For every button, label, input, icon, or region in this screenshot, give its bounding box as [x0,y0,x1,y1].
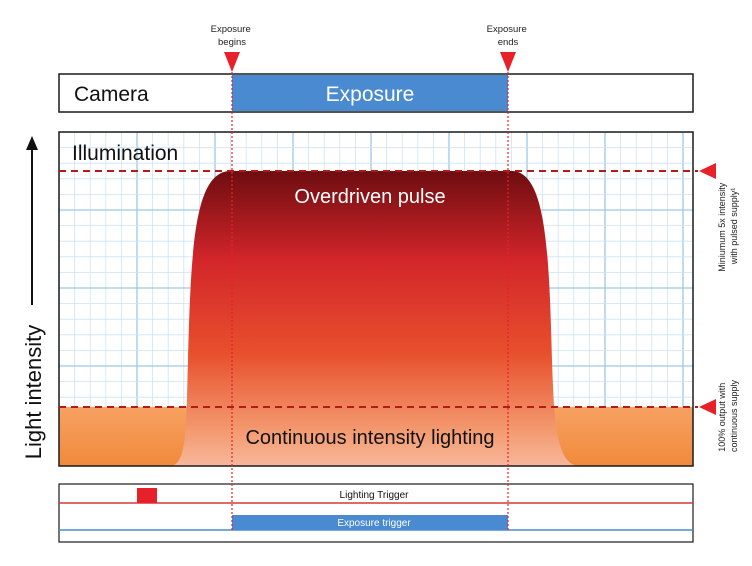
pulsed-intensity-arrow [699,163,716,179]
y-axis-label: Light intensity [21,325,46,460]
exposure-begins-line: Exposure [211,24,251,35]
illumination-panel: Illumination Overdriven pulse Continuous… [58,131,694,467]
camera-label: Camera [74,83,149,106]
exposure-trigger-pulse [232,515,508,530]
continuous-output-note-line: 100% output with [717,383,727,452]
overdriven-pulse-label: Overdriven pulse [294,186,445,208]
continuous-lighting-label: Continuous intensity lighting [245,427,494,449]
exposure-begins-label: Exposure begins [211,24,254,48]
illumination-label: Illumination [72,142,178,165]
pulsed-intensity-note-line: Miniumum 5x intensity [717,182,727,272]
pulsed-intensity-note-line: with pulsed supply¹ [729,188,739,266]
pulsed-intensity-note: Miniumum 5x intensity with pulsed supply… [717,180,739,272]
illumination-frame [58,131,694,467]
trigger-row-frame [58,483,694,543]
continuous-output-note: 100% output with continuous supply [717,379,739,452]
overdriven-pulse-shape [170,171,580,466]
exposure-begins-marker: Exposure begins [211,24,254,72]
exposure-ends-label: Exposure ends [487,24,530,48]
exposure-ends-line: Exposure [487,24,527,35]
y-axis-arrow-head [26,136,38,150]
exposure-trigger-label: Exposure trigger [337,518,411,529]
camera-row: Camera Exposure [58,73,694,113]
trigger-row: Lighting Trigger Exposure trigger [58,483,694,543]
exposure-ends-line: ends [498,37,519,48]
exposure-ends-arrow [500,52,516,72]
lighting-trigger-pulse [137,488,157,503]
lighting-trigger-label: Lighting Trigger [340,490,410,501]
continuous-output-note-line: continuous supply [729,379,739,452]
exposure-begins-line: begins [218,37,246,48]
exposure-label: Exposure [326,83,415,106]
continuous-output-arrow [699,399,716,415]
exposure-bar [232,75,508,111]
exposure-begins-arrow [224,52,240,72]
exposure-ends-marker: Exposure ends [487,24,530,72]
